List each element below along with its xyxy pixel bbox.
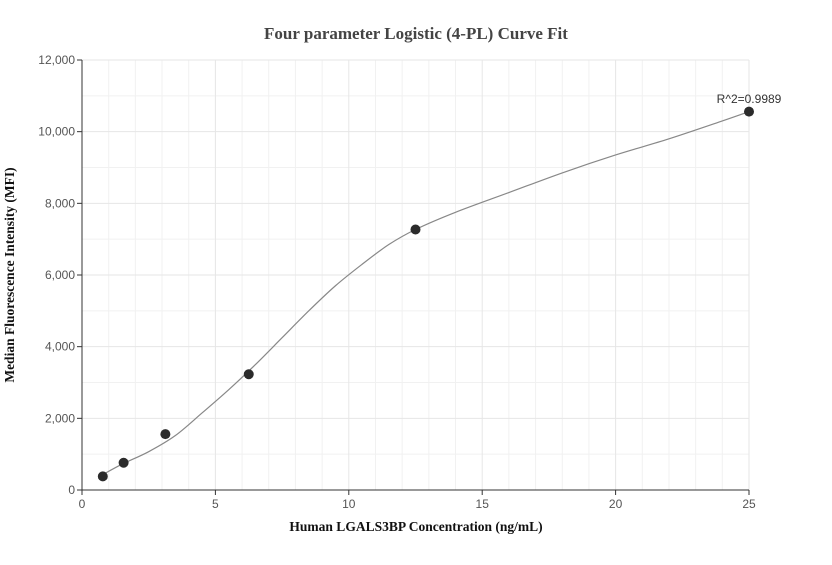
x-tick-label: 10 — [342, 497, 356, 511]
y-tick-label: 2,000 — [45, 411, 75, 425]
x-tick-label: 0 — [79, 497, 86, 511]
y-tick-label: 10,000 — [38, 125, 75, 139]
y-tick-label: 4,000 — [45, 340, 75, 354]
data-point — [744, 106, 754, 117]
grid — [82, 59, 750, 490]
x-axis-title: Human LGALS3BP Concentration (ng/mL) — [289, 519, 542, 534]
y-axis-title: Median Fluorescence Intensity (MFI) — [2, 167, 17, 382]
y-tick-label: 6,000 — [45, 268, 75, 282]
x-tick-label: 25 — [742, 497, 756, 511]
fit-curve-layer — [102, 111, 750, 476]
data-points — [97, 106, 754, 482]
y-tick-label: 8,000 — [45, 196, 75, 210]
data-point — [160, 429, 171, 440]
chart-title: Four parameter Logistic (4-PL) Curve Fit — [264, 24, 568, 43]
axes: 0 5 10 15 20 25 0 2,000 4,000 6,000 8,000 10,000 12,… — [38, 53, 756, 511]
x-tick-label: 20 — [609, 497, 623, 511]
r-squared-annotation: R^2=0.9989 — [717, 92, 782, 106]
data-point — [97, 471, 108, 482]
data-point — [118, 457, 129, 468]
fit-curve-line — [102, 111, 750, 476]
y-tick-label: 0 — [68, 483, 75, 497]
x-tick-label: 15 — [476, 497, 490, 511]
x-tick-label: 5 — [212, 497, 219, 511]
y-tick-label: 12,000 — [38, 53, 75, 67]
data-point — [243, 369, 254, 380]
data-point — [410, 224, 421, 235]
